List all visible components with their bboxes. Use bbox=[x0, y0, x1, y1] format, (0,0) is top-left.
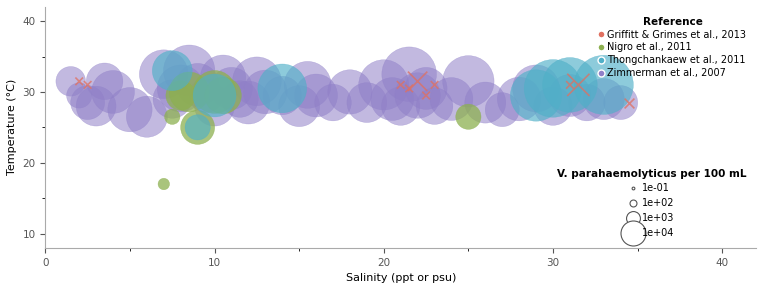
Point bbox=[394, 104, 407, 108]
Point bbox=[124, 107, 136, 112]
Point bbox=[301, 83, 314, 87]
Point bbox=[192, 125, 204, 130]
Point bbox=[564, 93, 576, 98]
Point bbox=[90, 104, 102, 108]
Point bbox=[361, 100, 373, 105]
Point bbox=[378, 83, 390, 87]
Point bbox=[403, 72, 415, 77]
Point bbox=[259, 90, 272, 94]
Point bbox=[208, 104, 221, 108]
Point bbox=[564, 83, 576, 87]
Point bbox=[386, 97, 398, 101]
Point bbox=[82, 100, 94, 105]
Point bbox=[73, 79, 85, 84]
Point bbox=[479, 100, 491, 105]
Point bbox=[192, 125, 204, 130]
Point bbox=[276, 93, 288, 98]
Point bbox=[158, 182, 170, 186]
Point bbox=[327, 100, 339, 105]
Point bbox=[82, 83, 94, 87]
X-axis label: Salinity (ppt or psu): Salinity (ppt or psu) bbox=[346, 273, 456, 283]
Point bbox=[208, 93, 221, 98]
Point bbox=[233, 97, 246, 101]
Point bbox=[217, 93, 229, 98]
Point bbox=[462, 115, 475, 119]
Point bbox=[597, 83, 610, 87]
Point bbox=[140, 115, 153, 119]
Point bbox=[547, 86, 559, 91]
Point bbox=[344, 90, 356, 94]
Point bbox=[530, 93, 542, 98]
Point bbox=[200, 93, 212, 98]
Point bbox=[597, 97, 610, 101]
Point bbox=[225, 86, 237, 91]
Point bbox=[65, 79, 77, 84]
Point bbox=[403, 86, 415, 91]
Point bbox=[581, 100, 593, 105]
Point bbox=[547, 104, 559, 108]
Point bbox=[446, 97, 458, 101]
Point bbox=[614, 100, 626, 105]
Point bbox=[530, 86, 542, 91]
Point bbox=[411, 79, 423, 84]
Point bbox=[183, 90, 195, 94]
Point bbox=[429, 83, 441, 87]
Point bbox=[73, 93, 85, 98]
Point bbox=[166, 68, 179, 73]
Point bbox=[411, 93, 423, 98]
Point bbox=[293, 104, 305, 108]
Point bbox=[192, 83, 204, 87]
Point bbox=[394, 83, 407, 87]
Point bbox=[310, 93, 322, 98]
Point bbox=[513, 97, 525, 101]
Point bbox=[166, 97, 179, 101]
Point bbox=[107, 90, 119, 94]
Y-axis label: Temperature (°C): Temperature (°C) bbox=[7, 79, 17, 175]
Point bbox=[429, 104, 441, 108]
Point bbox=[183, 68, 195, 73]
Point bbox=[175, 93, 187, 98]
Point bbox=[243, 100, 255, 105]
Point bbox=[166, 115, 179, 119]
Point bbox=[98, 79, 111, 84]
Legend: 1e-01, 1e+02, 1e+03, 1e+04: 1e-01, 1e+02, 1e+03, 1e+04 bbox=[552, 164, 752, 243]
Point bbox=[420, 93, 432, 98]
Point bbox=[572, 83, 584, 87]
Point bbox=[208, 90, 221, 94]
Point bbox=[564, 83, 576, 87]
Point bbox=[158, 72, 170, 77]
Point bbox=[251, 79, 263, 84]
Point bbox=[217, 75, 229, 80]
Point bbox=[462, 79, 475, 84]
Point bbox=[496, 107, 508, 112]
Point bbox=[420, 86, 432, 91]
Point bbox=[175, 86, 187, 91]
Point bbox=[276, 86, 288, 91]
Point bbox=[623, 100, 636, 105]
